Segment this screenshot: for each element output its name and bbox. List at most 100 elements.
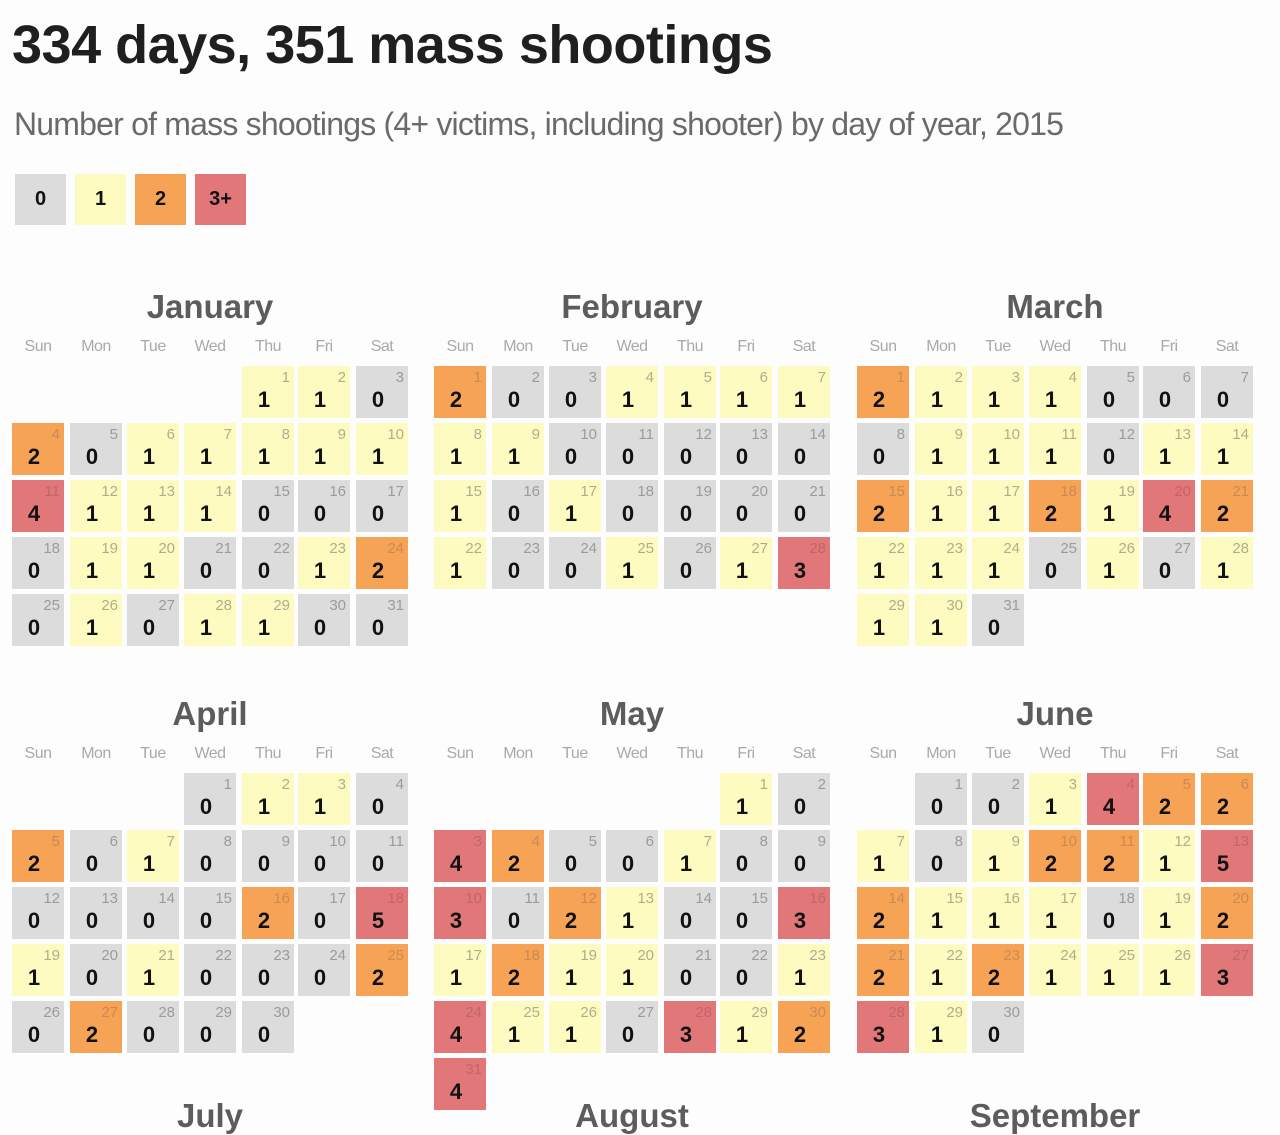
day-number: 29 bbox=[751, 1004, 768, 1021]
day-number: 19 bbox=[1118, 483, 1135, 500]
weekday-label: Wed bbox=[1039, 338, 1071, 355]
day-number: 16 bbox=[273, 890, 290, 907]
month-name: April bbox=[172, 695, 248, 732]
day-cell: 24 0 bbox=[298, 944, 350, 996]
day-cell: 18 2 bbox=[492, 944, 544, 996]
weekday-label: Mon bbox=[926, 745, 956, 762]
shooting-count: 0 bbox=[987, 615, 1001, 640]
day-cell: 19 1 bbox=[1087, 480, 1139, 532]
day-number: 8 bbox=[473, 426, 482, 443]
shooting-count: 0 bbox=[564, 851, 578, 876]
day-number: 29 bbox=[215, 1004, 232, 1021]
day-number: 8 bbox=[954, 833, 963, 850]
shooting-count: 0 bbox=[1102, 908, 1116, 933]
shooting-count: 1 bbox=[85, 501, 99, 526]
shooting-count: 0 bbox=[142, 908, 156, 933]
day-cell: 11 0 bbox=[492, 887, 544, 939]
shooting-count: 1 bbox=[257, 615, 271, 640]
shooting-count: 1 bbox=[987, 851, 1001, 876]
shooting-count: 3 bbox=[1216, 965, 1230, 990]
day-cell: 22 0 bbox=[242, 537, 294, 589]
day-number: 22 bbox=[751, 947, 768, 964]
day-cell: 11 0 bbox=[356, 830, 408, 882]
weekday-label: Sat bbox=[370, 338, 394, 355]
weekday-label: Sat bbox=[792, 745, 816, 762]
shooting-count: 0 bbox=[27, 908, 41, 933]
day-number: 7 bbox=[166, 833, 175, 850]
day-number: 24 bbox=[1060, 947, 1077, 964]
shooting-count: 1 bbox=[313, 794, 327, 819]
weekday-header: Sun Mon Tue Wed Thu Fri Sat bbox=[12, 745, 412, 765]
day-cell: 11 4 bbox=[12, 480, 64, 532]
day-cell: 15 0 bbox=[720, 887, 772, 939]
shooting-count: 0 bbox=[793, 444, 807, 469]
day-number: 20 bbox=[101, 947, 118, 964]
shooting-count: 1 bbox=[872, 851, 886, 876]
day-cell: 27 0 bbox=[606, 1001, 658, 1053]
shooting-count: 2 bbox=[1158, 794, 1172, 819]
shooting-count: 1 bbox=[987, 387, 1001, 412]
day-cell: 23 2 bbox=[972, 944, 1024, 996]
day-number: 6 bbox=[1240, 776, 1249, 793]
shooting-count: 0 bbox=[679, 965, 693, 990]
day-number: 1 bbox=[954, 776, 963, 793]
shooting-count: 1 bbox=[199, 501, 213, 526]
day-number: 7 bbox=[817, 369, 826, 386]
shooting-count: 1 bbox=[85, 558, 99, 583]
day-number: 10 bbox=[329, 833, 346, 850]
shooting-count: 2 bbox=[27, 444, 41, 469]
shooting-count: 0 bbox=[735, 908, 749, 933]
day-number: 15 bbox=[273, 483, 290, 500]
day-number: 27 bbox=[637, 1004, 654, 1021]
weekday-label: Sun bbox=[446, 745, 474, 762]
day-number: 17 bbox=[465, 947, 482, 964]
shooting-count: 0 bbox=[679, 501, 693, 526]
day-number: 28 bbox=[888, 1004, 905, 1021]
shooting-count: 1 bbox=[1044, 908, 1058, 933]
shooting-count: 1 bbox=[507, 444, 521, 469]
day-number: 20 bbox=[158, 540, 175, 557]
day-cell: 22 1 bbox=[434, 537, 486, 589]
day-number: 15 bbox=[465, 483, 482, 500]
weekday-label: Tue bbox=[562, 338, 588, 355]
day-cell: 25 1 bbox=[606, 537, 658, 589]
shooting-count: 0 bbox=[735, 851, 749, 876]
shooting-count: 0 bbox=[85, 444, 99, 469]
shooting-count: 1 bbox=[313, 558, 327, 583]
day-number: 7 bbox=[223, 426, 232, 443]
day-cell: 15 1 bbox=[434, 480, 486, 532]
legend-swatch-2: 2 bbox=[135, 174, 186, 225]
shooting-count: 1 bbox=[987, 444, 1001, 469]
day-number: 20 bbox=[1232, 890, 1249, 907]
day-number: 23 bbox=[1003, 947, 1020, 964]
shooting-count: 2 bbox=[1102, 851, 1116, 876]
day-number: 30 bbox=[809, 1004, 826, 1021]
day-number: 9 bbox=[1011, 833, 1020, 850]
day-cell: 28 3 bbox=[778, 537, 830, 589]
shooting-count: 1 bbox=[735, 794, 749, 819]
shooting-count: 0 bbox=[313, 501, 327, 526]
day-cell: 24 2 bbox=[356, 537, 408, 589]
shooting-count: 0 bbox=[679, 908, 693, 933]
day-number: 30 bbox=[1003, 1004, 1020, 1021]
day-cell: 28 1 bbox=[184, 594, 236, 646]
shooting-count: 0 bbox=[930, 851, 944, 876]
shooting-count: 0 bbox=[142, 1022, 156, 1047]
shooting-count: 0 bbox=[507, 908, 521, 933]
day-number: 12 bbox=[1118, 426, 1135, 443]
weekday-label: Tue bbox=[140, 745, 166, 762]
day-number: 9 bbox=[281, 833, 290, 850]
day-cell: 22 0 bbox=[184, 944, 236, 996]
day-number: 25 bbox=[637, 540, 654, 557]
weekday-header: Sun Mon Tue Wed Thu Fri Sat bbox=[434, 745, 834, 765]
shooting-count: 1 bbox=[930, 908, 944, 933]
day-number: 18 bbox=[1060, 483, 1077, 500]
